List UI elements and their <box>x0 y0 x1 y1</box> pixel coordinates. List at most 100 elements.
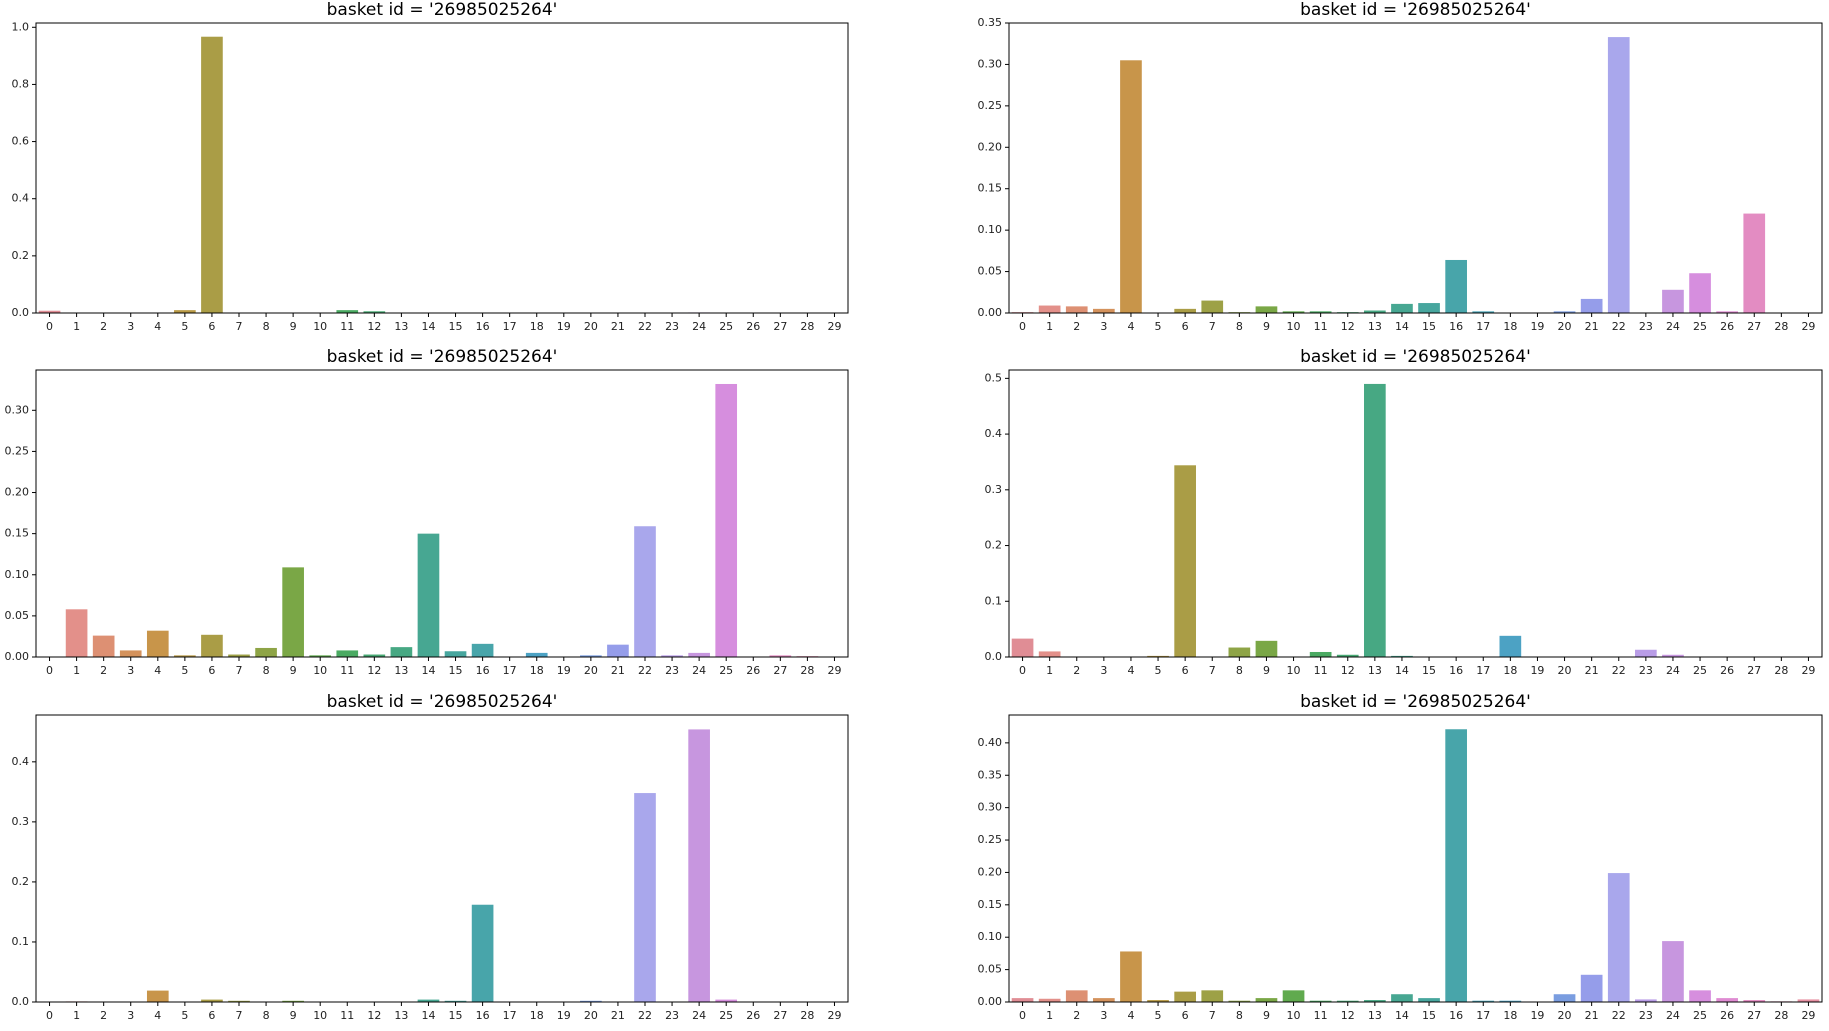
bar <box>634 793 656 1002</box>
x-tick-label: 23 <box>1639 664 1653 677</box>
bar <box>1093 309 1115 313</box>
x-tick-label: 7 <box>1209 1009 1216 1022</box>
bar <box>1445 729 1467 1002</box>
x-tick-label: 7 <box>236 664 243 677</box>
x-tick-label: 20 <box>584 1009 598 1022</box>
axes-frame <box>1009 370 1822 657</box>
x-tick-label: 5 <box>1155 320 1162 333</box>
y-tick-label: 0.0 <box>12 306 30 319</box>
x-tick-label: 2 <box>100 320 107 333</box>
x-tick-label: 26 <box>1720 1009 1734 1022</box>
x-tick-label: 8 <box>1236 1009 1243 1022</box>
x-tick-label: 18 <box>1503 1009 1517 1022</box>
x-tick-label: 13 <box>1368 664 1382 677</box>
y-tick-label: 0.30 <box>5 403 30 416</box>
x-tick-label: 0 <box>1019 1009 1026 1022</box>
x-tick-label: 28 <box>800 1009 814 1022</box>
bar <box>418 534 440 657</box>
y-tick-label: 0.15 <box>978 898 1003 911</box>
x-tick-label: 20 <box>1558 664 1572 677</box>
bar <box>1039 306 1061 313</box>
y-tick-label: 0.10 <box>978 930 1003 943</box>
x-tick-label: 3 <box>1100 1009 1107 1022</box>
y-tick-label: 0.05 <box>978 265 1003 278</box>
bar <box>1120 951 1142 1002</box>
bar <box>1012 998 1034 1002</box>
x-tick-label: 7 <box>1209 320 1216 333</box>
y-tick-label: 0.30 <box>978 801 1003 814</box>
x-tick-label: 26 <box>746 320 760 333</box>
bar <box>1174 309 1196 313</box>
x-tick-label: 24 <box>1666 320 1680 333</box>
x-tick-label: 5 <box>1155 664 1162 677</box>
bar <box>1554 994 1576 1002</box>
bar <box>147 991 169 1002</box>
y-tick-label: 0.3 <box>12 815 30 828</box>
bar <box>336 650 358 657</box>
x-tick-label: 28 <box>800 320 814 333</box>
bar <box>688 653 710 657</box>
y-tick-label: 0.3 <box>985 483 1003 496</box>
x-tick-label: 1 <box>1046 664 1053 677</box>
x-tick-label: 25 <box>719 1009 733 1022</box>
x-tick-label: 27 <box>1747 320 1761 333</box>
bar <box>1662 941 1684 1002</box>
x-tick-label: 24 <box>692 320 706 333</box>
bar <box>634 526 656 657</box>
x-tick-label: 16 <box>476 320 490 333</box>
bar <box>1391 304 1413 313</box>
x-tick-label: 23 <box>665 664 679 677</box>
x-tick-label: 9 <box>1263 664 1270 677</box>
y-tick-label: 0.6 <box>12 135 30 148</box>
x-tick-label: 12 <box>367 1009 381 1022</box>
x-tick-label: 5 <box>1155 1009 1162 1022</box>
y-tick-label: 0.30 <box>978 57 1003 70</box>
x-tick-label: 13 <box>394 320 408 333</box>
x-tick-label: 1 <box>73 1009 80 1022</box>
x-tick-label: 23 <box>665 320 679 333</box>
x-tick-label: 9 <box>290 1009 297 1022</box>
x-tick-label: 10 <box>1287 320 1301 333</box>
x-tick-label: 16 <box>1449 1009 1463 1022</box>
x-tick-label: 21 <box>611 1009 625 1022</box>
x-tick-label: 9 <box>1263 320 1270 333</box>
x-tick-label: 27 <box>1747 1009 1761 1022</box>
x-tick-label: 16 <box>1449 320 1463 333</box>
x-tick-label: 22 <box>638 320 652 333</box>
x-tick-label: 4 <box>154 320 161 333</box>
x-tick-label: 12 <box>367 320 381 333</box>
x-tick-label: 22 <box>1612 664 1626 677</box>
x-tick-label: 6 <box>208 1009 215 1022</box>
x-tick-label: 0 <box>46 320 53 333</box>
x-tick-label: 25 <box>1693 664 1707 677</box>
bar <box>1445 260 1467 313</box>
x-tick-label: 11 <box>340 320 354 333</box>
axes-frame <box>36 23 848 313</box>
x-tick-label: 4 <box>154 1009 161 1022</box>
x-tick-label: 27 <box>773 320 787 333</box>
x-tick-label: 26 <box>1720 320 1734 333</box>
y-tick-label: 0.1 <box>12 935 30 948</box>
x-tick-label: 3 <box>127 1009 134 1022</box>
x-tick-label: 12 <box>1341 1009 1355 1022</box>
x-tick-label: 16 <box>476 664 490 677</box>
y-tick-label: 0.10 <box>978 223 1003 236</box>
x-tick-label: 12 <box>1341 664 1355 677</box>
x-tick-label: 4 <box>154 664 161 677</box>
x-tick-label: 10 <box>313 1009 327 1022</box>
bar <box>147 631 169 657</box>
x-tick-label: 6 <box>208 320 215 333</box>
x-tick-label: 11 <box>1314 664 1328 677</box>
x-tick-label: 21 <box>611 320 625 333</box>
x-tick-label: 13 <box>1368 1009 1382 1022</box>
x-tick-label: 29 <box>1801 320 1815 333</box>
y-tick-label: 0.00 <box>978 995 1003 1008</box>
x-tick-label: 11 <box>1314 320 1328 333</box>
y-tick-label: 0.10 <box>5 568 30 581</box>
bar <box>688 729 710 1002</box>
bar <box>391 647 413 657</box>
x-tick-label: 15 <box>449 1009 463 1022</box>
x-tick-label: 2 <box>1073 1009 1080 1022</box>
bar <box>1689 273 1711 313</box>
bar <box>1093 998 1115 1002</box>
